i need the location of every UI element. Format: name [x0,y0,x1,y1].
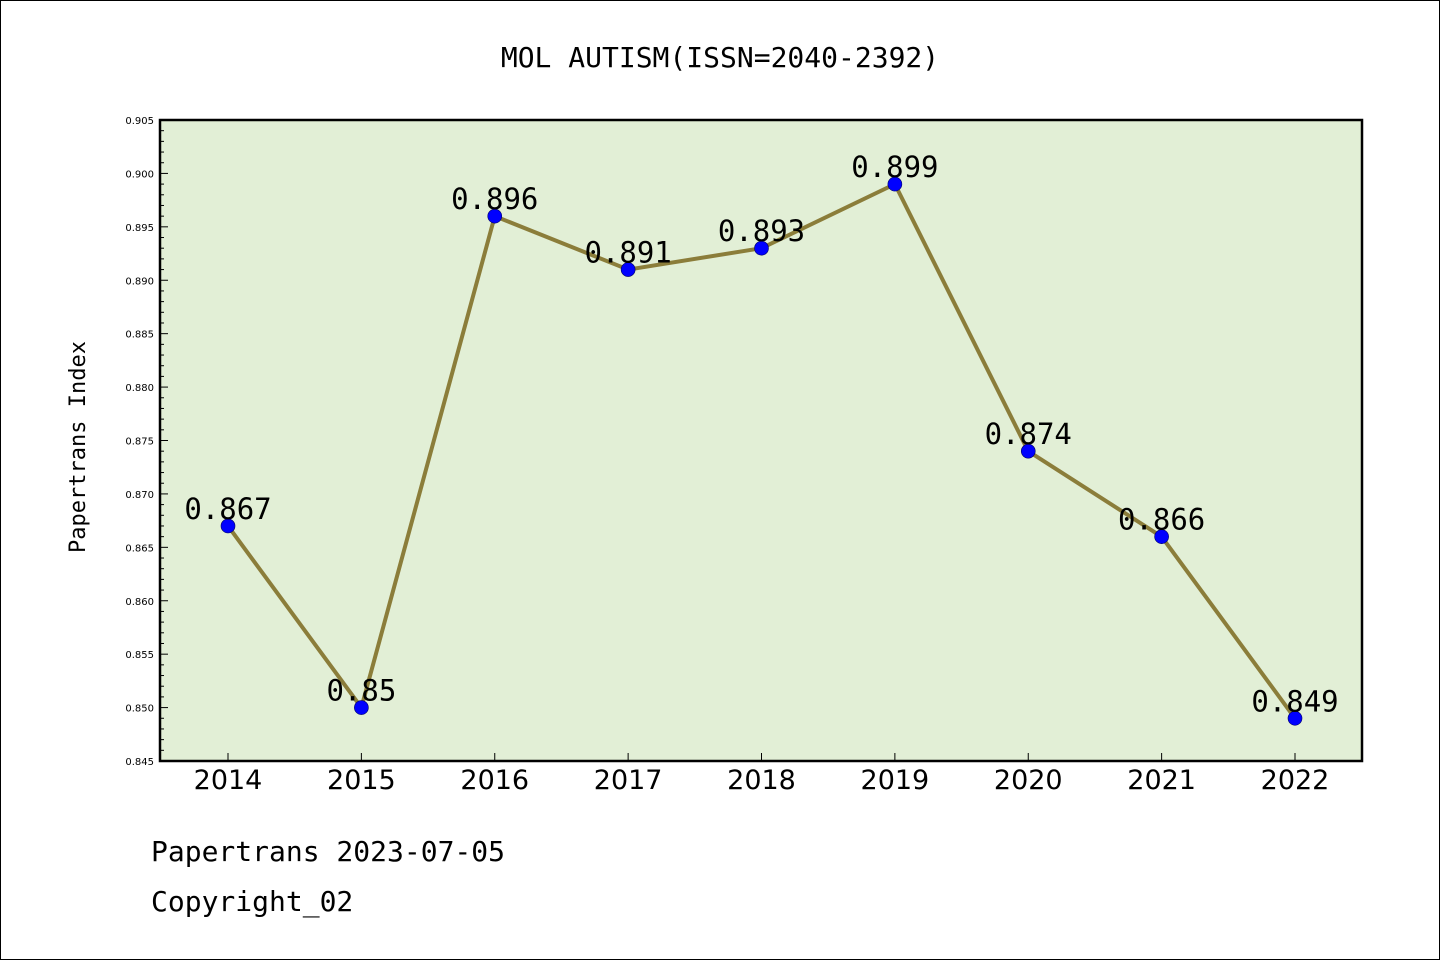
y-tick-label: 0.890 [125,276,154,287]
x-tick-label: 2017 [594,765,663,796]
data-label: 0.874 [985,417,1072,451]
data-point [1154,529,1169,544]
x-tick-label: 2020 [994,765,1063,796]
y-tick-label: 0.875 [125,437,154,448]
data-label: 0.866 [1118,503,1205,537]
x-tick-label: 2014 [194,765,263,796]
y-tick-label: 0.860 [125,597,154,608]
data-label: 0.85 [326,674,396,708]
data-label: 0.867 [184,492,271,526]
data-label: 0.849 [1251,684,1338,718]
x-tick-label: 2019 [861,765,930,796]
x-tick-label: 2021 [1127,765,1196,796]
y-tick-label: 0.900 [125,169,154,180]
y-tick-label: 0.885 [125,330,154,341]
y-tick-label: 0.865 [125,543,154,554]
data-label: 0.899 [851,150,938,184]
y-tick-label: 0.845 [125,757,154,768]
data-point [754,240,769,256]
y-tick-label: 0.880 [125,383,154,394]
footer-date: Papertrans 2023-07-05 [151,835,506,868]
data-point [354,700,369,715]
data-point [620,262,636,277]
x-tick-label: 2022 [1261,765,1330,796]
series-group: 0.867 0.85 0.896 0.891 0.893 0.899 0.874 0.866 0… [184,150,1339,726]
data-point [887,176,903,192]
axis-ticks: 0.845 0.850 0.855 0.860 0.865 0.870 0.875 0.880… [125,116,1329,796]
data-point [1020,443,1036,459]
data-point [1287,710,1303,726]
chart-title: MOL AUTISM(ISSN=2040-2392) [501,41,939,74]
plot-border [158,118,1364,763]
x-tick-label: 2018 [727,765,796,796]
plot-area [160,120,1362,761]
x-tick-label: 2015 [327,765,396,796]
y-tick-label: 0.870 [125,490,154,501]
data-point [220,518,236,534]
data-label: 0.893 [718,214,805,248]
footer-copyright: Copyright_02 [151,885,354,918]
data-point [487,208,503,224]
y-tick-label: 0.895 [125,223,154,234]
data-label: 0.891 [584,236,671,270]
y-tick-label: 0.905 [125,116,154,127]
y-axis-label: Papertrans Index [66,341,91,553]
y-tick-label: 0.850 [125,704,154,715]
y-tick-label: 0.855 [125,650,154,661]
data-label: 0.896 [451,182,538,216]
x-tick-label: 2016 [460,765,529,796]
